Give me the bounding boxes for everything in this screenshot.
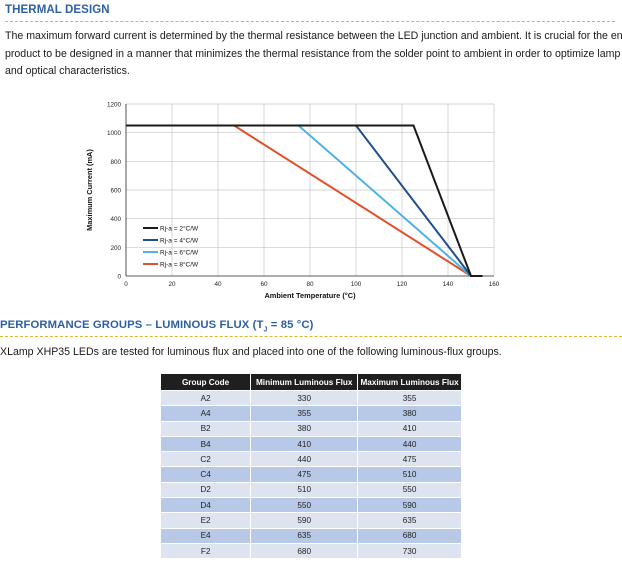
y-tick-label: 800 — [110, 159, 121, 166]
column-header: Group Code — [159, 373, 252, 391]
group-code-cell: E2 — [159, 512, 252, 529]
max-flux-cell: 550 — [357, 481, 462, 499]
heading-text: PERFORMANCE GROUPS – LUMINOUS FLUX (T — [0, 319, 264, 331]
max-flux-cell: 440 — [357, 435, 462, 453]
group-code-cell: E4 — [159, 527, 252, 544]
min-flux-cell: 355 — [250, 405, 359, 422]
max-flux-cell: 635 — [357, 512, 462, 529]
paragraph-line: The maximum forward current is determine… — [5, 30, 622, 42]
heading-text-end: = 85 °C) — [267, 319, 314, 331]
paragraph-line: product to be designed in a manner that … — [5, 47, 622, 60]
max-flux-cell: 475 — [357, 451, 462, 468]
min-flux-cell: 330 — [250, 389, 359, 407]
min-flux-cell: 510 — [250, 481, 359, 499]
x-tick-label: 140 — [443, 281, 454, 288]
max-current-chart: 0 200 400 600 800 1000 1200 0 20 40 60 80 100 120 140 1… — [85, 102, 500, 301]
x-tick-label: 0 — [124, 281, 128, 288]
table-row: D4 550 590 — [159, 497, 462, 514]
min-flux-cell: 410 — [250, 435, 359, 453]
y-tick-label: 400 — [110, 216, 121, 223]
y-tick-label: 200 — [110, 245, 121, 252]
x-tick-label: 60 — [260, 281, 268, 288]
min-flux-cell: 475 — [250, 466, 359, 483]
heading-divider — [0, 336, 622, 337]
table-row: E2 590 635 — [159, 512, 462, 529]
group-code-cell: F2 — [159, 542, 252, 560]
group-code-cell: C2 — [159, 451, 252, 468]
max-flux-cell: 355 — [357, 389, 462, 407]
min-flux-cell: 440 — [250, 451, 359, 468]
max-flux-cell: 680 — [357, 527, 462, 544]
x-tick-label: 120 — [397, 281, 408, 288]
y-tick-label: 600 — [110, 188, 121, 195]
legend-label: Rj-a = 6°C/W — [160, 249, 199, 257]
min-flux-cell: 635 — [250, 527, 359, 544]
max-flux-cell: 380 — [357, 405, 462, 422]
y-tick-label: 1200 — [107, 102, 122, 109]
heading-divider — [5, 21, 615, 22]
y-tick-label: 1000 — [107, 130, 122, 137]
max-flux-cell: 510 — [357, 466, 462, 483]
x-tick-label: 100 — [351, 281, 362, 288]
table-row: E4 635 680 — [159, 527, 462, 544]
min-flux-cell: 550 — [250, 497, 359, 514]
group-code-cell: A2 — [159, 389, 252, 407]
thermal-paragraph: The maximum forward current is determine… — [5, 28, 622, 81]
table-row: D2 510 550 — [159, 481, 462, 499]
min-flux-cell: 680 — [250, 542, 359, 560]
luminous-flux-table: Group Code Minimum Luminous Flux Maximum… — [159, 373, 462, 560]
max-flux-cell: 410 — [357, 420, 462, 437]
thermal-design-heading: THERMAL DESIGN — [5, 4, 110, 16]
max-flux-cell: 590 — [357, 497, 462, 514]
table-header-row: Group Code Minimum Luminous Flux Maximum… — [159, 373, 462, 391]
y-axis-title: Maximum Current (mA) — [85, 149, 94, 231]
x-tick-label: 80 — [306, 281, 314, 288]
column-header: Maximum Luminous Flux — [357, 373, 462, 391]
performance-paragraph: XLamp XHP35 LEDs are tested for luminous… — [0, 346, 502, 358]
table-row: B4 410 440 — [159, 435, 462, 453]
y-tick-label: 0 — [117, 274, 121, 281]
max-flux-cell: 730 — [357, 542, 462, 560]
group-code-cell: B2 — [159, 420, 252, 437]
x-tick-label: 40 — [214, 281, 222, 288]
group-code-cell: C4 — [159, 466, 252, 483]
x-tick-label: 20 — [168, 281, 176, 288]
group-code-cell: D2 — [159, 481, 252, 499]
performance-groups-heading: PERFORMANCE GROUPS – LUMINOUS FLUX (TJ =… — [0, 319, 313, 333]
legend-label: Rj-a = 2°C/W — [160, 225, 199, 233]
group-code-cell: B4 — [159, 435, 252, 453]
table-row: C4 475 510 — [159, 466, 462, 483]
paragraph-line: and optical characteristics. — [5, 65, 130, 77]
group-code-cell: D4 — [159, 497, 252, 514]
heading-subscript: J — [263, 326, 268, 334]
x-tick-label: 160 — [489, 281, 500, 288]
table-row: A2 330 355 — [159, 389, 462, 407]
legend-label: Rj-a = 4°C/W — [160, 237, 199, 245]
table-row: B2 380 410 — [159, 420, 462, 437]
table-row: C2 440 475 — [159, 451, 462, 468]
min-flux-cell: 590 — [250, 512, 359, 529]
min-flux-cell: 380 — [250, 420, 359, 437]
x-axis-title: Ambient Temperature (°C) — [264, 291, 356, 300]
group-code-cell: A4 — [159, 405, 252, 422]
table-row: A4 355 380 — [159, 405, 462, 422]
series-line — [126, 124, 483, 277]
legend-label: Rj-a = 8°C/W — [160, 261, 199, 269]
table-row: F2 680 730 — [159, 542, 462, 560]
column-header: Minimum Luminous Flux — [250, 373, 359, 391]
